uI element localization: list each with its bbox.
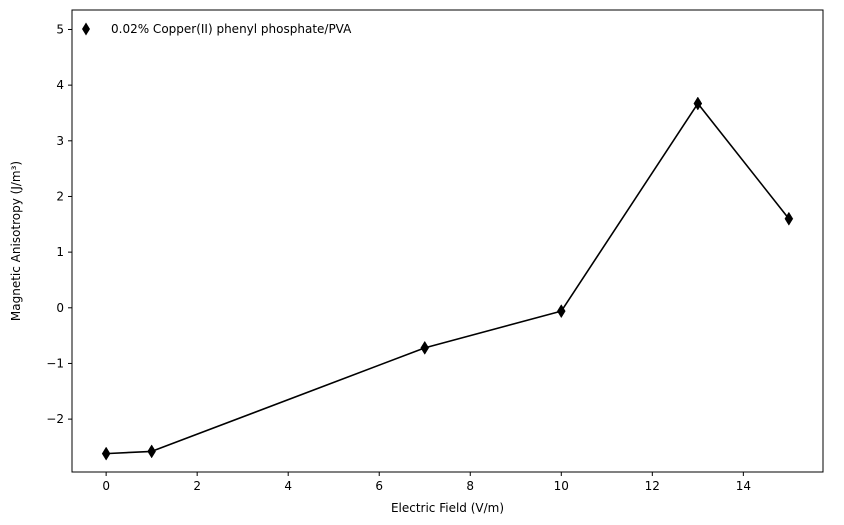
x-tick-label: 12 bbox=[645, 479, 660, 493]
data-point bbox=[693, 96, 703, 111]
legend-label: 0.02% Copper(II) phenyl phosphate/PVA bbox=[111, 22, 352, 36]
y-tick-label: 1 bbox=[56, 245, 64, 259]
legend: 0.02% Copper(II) phenyl phosphate/PVA bbox=[82, 22, 352, 36]
legend-marker bbox=[82, 22, 90, 36]
series-line bbox=[106, 102, 790, 455]
x-tick-label: 6 bbox=[375, 479, 383, 493]
series-layer bbox=[101, 96, 794, 461]
x-tick-label: 14 bbox=[736, 479, 751, 493]
x-tick-label: 10 bbox=[554, 479, 569, 493]
x-tick-label: 8 bbox=[466, 479, 474, 493]
y-tick-label: −1 bbox=[46, 356, 64, 370]
x-axis-label: Electric Field (V/m) bbox=[391, 501, 504, 515]
data-point bbox=[101, 446, 111, 461]
y-tick-label: 3 bbox=[56, 134, 64, 148]
data-point bbox=[784, 211, 794, 226]
data-point bbox=[420, 340, 430, 355]
plot-area bbox=[72, 10, 823, 472]
x-tick-label: 0 bbox=[102, 479, 110, 493]
y-axis-label: Magnetic Anisotropy (J/m³) bbox=[9, 161, 23, 321]
data-point bbox=[147, 444, 156, 459]
y-tick-label: 2 bbox=[56, 189, 64, 203]
y-tick-label: 0 bbox=[56, 301, 64, 315]
y-tick-label: 5 bbox=[56, 22, 64, 36]
x-tick-label: 4 bbox=[284, 479, 292, 493]
plot-frame bbox=[71, 9, 824, 473]
data-point bbox=[556, 304, 566, 319]
x-tick-label: 2 bbox=[193, 479, 201, 493]
y-tick-label: −2 bbox=[46, 412, 64, 426]
y-tick-label: 4 bbox=[56, 78, 64, 92]
